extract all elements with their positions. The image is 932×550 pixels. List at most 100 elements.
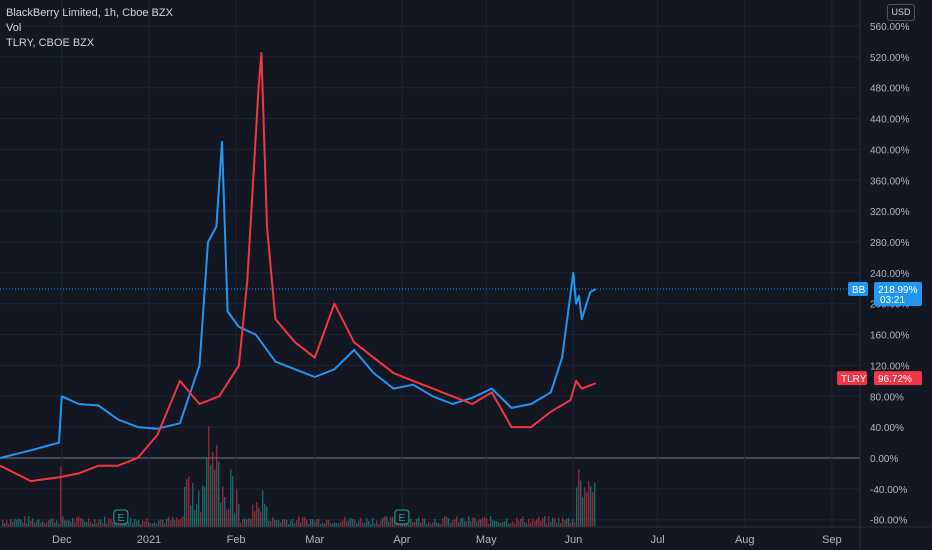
volume-bar (202, 485, 204, 527)
volume-bar (322, 523, 324, 527)
volume-bar (230, 469, 232, 527)
volume-bar (348, 520, 350, 527)
volume-bar (30, 520, 32, 527)
volume-bar (138, 520, 140, 527)
volume-bar (56, 520, 58, 527)
y-tick-label: 320.00% (870, 207, 910, 218)
volume-bar (76, 517, 78, 527)
earnings-marker-box[interactable] (113, 509, 129, 525)
volume-bar (486, 518, 488, 527)
volume-bar (134, 519, 136, 527)
volume-bar (344, 516, 346, 527)
volume-bar (258, 507, 260, 527)
y-tick-label: 440.00% (870, 115, 910, 126)
volume-bar (234, 512, 236, 527)
volume-bar (182, 516, 184, 527)
volume-bar (8, 523, 10, 527)
volume-bar (368, 520, 370, 527)
volume-bar (78, 516, 80, 527)
volume-bar (528, 518, 530, 527)
volume-bar (284, 519, 286, 527)
earnings-marker-label[interactable]: E (399, 513, 406, 524)
volume-bar (224, 496, 226, 527)
volume-bar (104, 516, 106, 527)
volume-bar (26, 523, 28, 527)
tlry-symbol-label: TLRY (841, 374, 867, 385)
volume-bar (294, 523, 296, 527)
volume-bar (176, 517, 178, 527)
series-line-tlry (0, 52, 597, 483)
legend-compare-series[interactable]: TLRY, CBOE BZX (6, 37, 95, 49)
volume-bar (370, 523, 372, 527)
x-tick-label: Jun (564, 534, 582, 546)
volume-bar (578, 469, 580, 527)
volume-bar (436, 521, 438, 527)
earnings-marker-label[interactable]: E (118, 513, 125, 524)
volume-bar (168, 516, 170, 527)
y-tick-label: 520.00% (870, 53, 910, 64)
volume-bar (378, 523, 380, 527)
volume-bar (478, 519, 480, 527)
volume-bar (64, 520, 66, 527)
volume-bar (146, 518, 148, 527)
volume-bar (228, 508, 230, 527)
volume-bar (256, 502, 258, 527)
volume-bar (72, 518, 74, 527)
bb-countdown-label: 03:21 (880, 295, 905, 306)
volume-bar (38, 519, 40, 527)
volume-bar (180, 518, 182, 527)
volume-bar (462, 517, 464, 527)
volume-bar (74, 521, 76, 527)
tlry-value-label: 96.72% (878, 374, 912, 385)
volume-bar (248, 518, 250, 527)
volume-bar (108, 518, 110, 527)
volume-bar (520, 518, 522, 527)
volume-bar (534, 521, 536, 527)
volume-bar (540, 520, 542, 527)
volume-bar (36, 520, 38, 527)
currency-button[interactable]: USD (887, 4, 915, 21)
volume-bar (142, 520, 144, 527)
volume-bar (194, 510, 196, 527)
volume-bar (574, 522, 576, 527)
volume-bar (246, 519, 248, 527)
volume-bar (92, 523, 94, 527)
volume-bar (40, 522, 42, 527)
y-tick-label: 240.00% (870, 269, 910, 280)
volume-bar (472, 517, 474, 527)
earnings-marker-box[interactable] (394, 509, 410, 525)
volume-bar (52, 517, 54, 527)
volume-bar (470, 521, 472, 527)
volume-bar (490, 516, 492, 527)
volume-bar (338, 523, 340, 527)
volume-bar (386, 516, 388, 527)
volume-bar (434, 519, 436, 527)
volume-bar (550, 521, 552, 527)
volume-bar (132, 522, 134, 527)
volume-bar (428, 521, 430, 527)
volume-bar (158, 520, 160, 527)
volume-bar (382, 517, 384, 527)
volume-bar (216, 445, 218, 527)
x-tick-label: Aug (735, 534, 755, 546)
volume-bar (232, 476, 234, 527)
volume-bar (396, 522, 398, 527)
legend-main-series[interactable]: BlackBerry Limited, 1h, Cboe BZX (6, 7, 173, 19)
legend-volume[interactable]: Vol (6, 22, 22, 34)
x-tick-label: May (476, 534, 497, 546)
x-tick-label: Jul (651, 534, 665, 546)
y-tick-label: 280.00% (870, 238, 910, 249)
volume-bar (156, 523, 158, 527)
volume-bar (500, 522, 502, 527)
volume-bar (454, 519, 456, 527)
volume-bar (166, 518, 168, 527)
volume-bar (270, 521, 272, 527)
volume-bar (414, 522, 416, 527)
volume-bar (186, 478, 188, 527)
volume-bar (304, 517, 306, 527)
volume-bar (154, 522, 156, 527)
volume-bar (198, 490, 200, 527)
